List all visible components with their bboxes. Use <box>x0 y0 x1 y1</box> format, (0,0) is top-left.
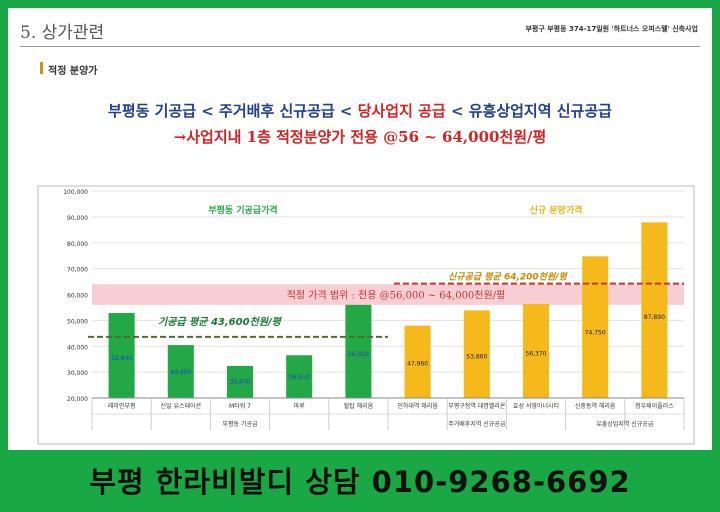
bar-value-label: 52,840 <box>111 355 132 362</box>
y-tick-label: 90,000 <box>67 215 88 222</box>
bar-value-label: 36,510 <box>289 374 310 381</box>
bar-value-label: 53,860 <box>466 354 487 361</box>
y-tick-label: 40,000 <box>67 344 88 351</box>
headline-price-range: →사업지내 1층 적정분양가 전용 @56 ~ 64,000천원/평 <box>173 128 547 146</box>
category-label: 청우제이플러스 <box>635 402 674 410</box>
bar-value-label: 74,750 <box>585 329 606 336</box>
bar <box>463 310 490 398</box>
subheader: 적정 분양가 <box>48 66 98 77</box>
bar-value-label: 40,450 <box>170 369 191 376</box>
category-label: 마루 <box>294 402 306 410</box>
contact-banner: 부평 한라비발디 상담 010-9268-6692 <box>89 465 631 499</box>
bar <box>167 345 194 398</box>
y-tick-label: 30,000 <box>67 370 88 377</box>
subheader-marker <box>40 62 43 74</box>
category-label: 부평구청역 대명벨리온 <box>448 402 506 410</box>
band-label: 적정 가격 범위 : 전용 @56,000 ~ 64,000천원/평 <box>287 289 506 302</box>
chart-frame <box>37 185 695 445</box>
bar-value-label: 32,400 <box>230 379 251 386</box>
category-label: 인하대역 헤리움 <box>397 402 438 410</box>
category-label: 신일 유스테이션 <box>161 402 202 410</box>
slide: 5. 상가관련 부평구 부평동 374-17일원 '하트너스 오피스텔' 신축사… <box>8 8 712 450</box>
headline-part-1: 부평동 기공급 < 주거배후 신규공급 < <box>108 102 358 120</box>
bar <box>522 303 550 398</box>
header-divider <box>20 46 700 47</box>
bar-value-label: 47,960 <box>407 360 428 367</box>
legend-existing: 부평동 기공급가격 <box>208 204 277 216</box>
headline-part-3: < 유흥상업지역 신규공급 <box>445 102 612 120</box>
headline-highlight: 당사업지 공급 <box>357 102 446 120</box>
group-label: 주거배후지역 신규공급 <box>448 420 506 428</box>
category-label: 효성 서영아너시티 <box>513 402 559 410</box>
project-label: 부평구 부평동 374-17일원 '하트너스 오피스텔' 신축사업 <box>525 25 698 33</box>
y-tick-label: 80,000 <box>67 241 88 248</box>
avg-existing-label: 기공급 평균 43,600천원/평 <box>158 316 283 328</box>
bar <box>108 313 135 398</box>
price-range-band <box>92 284 684 305</box>
section-title: 5. 상가관련 <box>20 23 105 43</box>
bar-value-label: 56,010 <box>348 351 369 358</box>
y-tick-label: 100,000 <box>63 189 88 196</box>
category-label: 신중동역 헤리움 <box>575 402 616 410</box>
y-tick-label: 70,000 <box>67 267 88 274</box>
bar <box>404 325 431 398</box>
category-label: 래미안부평 <box>108 402 136 410</box>
category-label: 힐탑 해리움 <box>344 402 374 410</box>
bar <box>226 365 254 398</box>
bar <box>286 355 313 398</box>
bar-value-label: 56,370 <box>526 351 547 358</box>
bar-chart: 20,000 30,000 40,000 50,000 60,000 70,000 80,0… <box>37 185 695 445</box>
category-label: M타워 7 <box>229 402 251 410</box>
bar <box>345 304 372 398</box>
headline: 부평동 기공급 < 주거배후 신규공급 < 당사업지 공급 < 유흥상업지역 신… <box>8 100 712 121</box>
y-tick-label: 60,000 <box>67 293 88 300</box>
y-tick-label: 20,000 <box>67 396 88 403</box>
bar-value-label: 87,890 <box>644 314 665 321</box>
group-label: 유흥상업지역 신규공급 <box>596 420 654 428</box>
legend-new: 신규 분양가격 <box>530 204 583 216</box>
group-label: 부평동 기공급 <box>222 420 258 428</box>
bar <box>641 222 668 398</box>
bar <box>582 256 609 398</box>
y-tick-label: 50,000 <box>67 318 88 325</box>
avg-new-label: 신규공급 평균 64,200천원/평 <box>448 272 569 283</box>
